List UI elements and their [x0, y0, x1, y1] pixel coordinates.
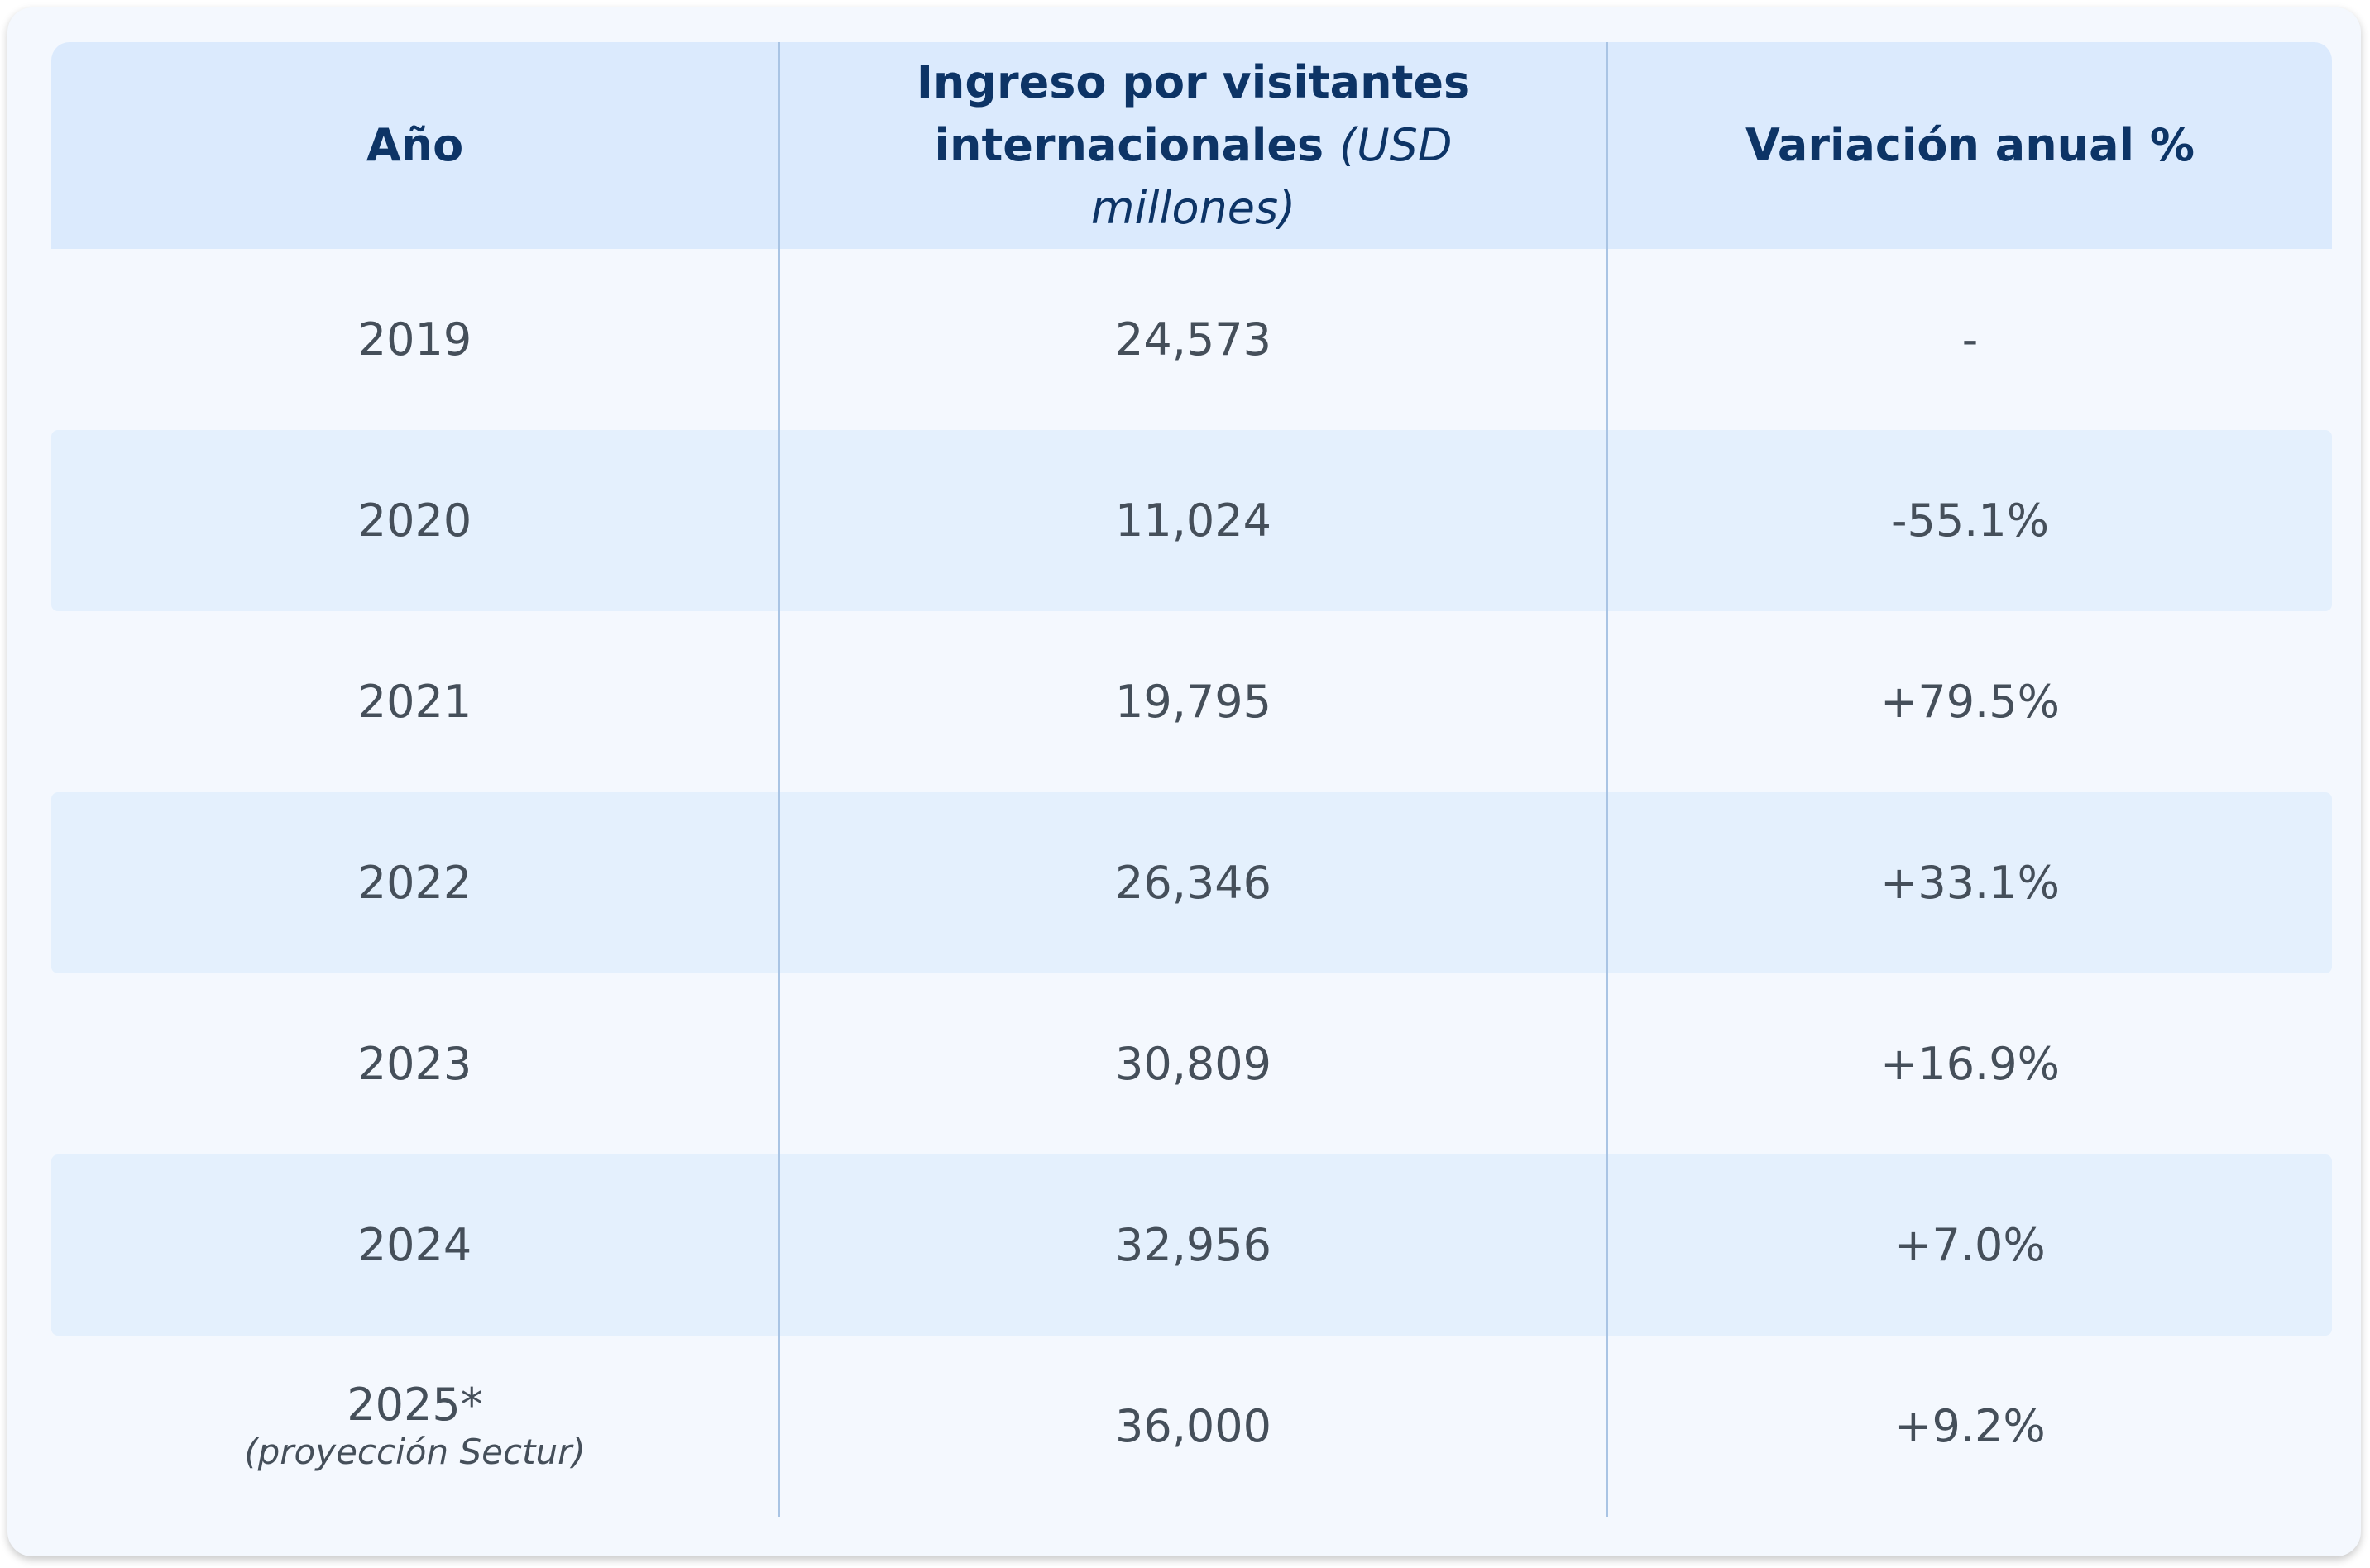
table-row: 2025* (proyección Sectur) 36,000 +9.2%	[51, 1336, 2332, 1517]
cell-text: 30,809	[1115, 1038, 1271, 1090]
table-row: 2019 24,573 -	[51, 249, 2332, 430]
cell-text: 11,024	[1115, 495, 1271, 547]
header-text: Ingreso por visitantes internacionales	[916, 56, 1471, 171]
cell-text: 36,000	[1115, 1400, 1271, 1452]
year: 2024	[357, 1219, 472, 1271]
cell-text: 24,573	[1115, 313, 1271, 366]
table-cell: +9.2%	[1608, 1336, 2332, 1517]
cell-text: -55.1%	[1890, 495, 2050, 547]
table-cell: 26,346	[778, 792, 1608, 973]
header-text: Año	[366, 119, 464, 171]
table-cell: 24,573	[778, 249, 1608, 430]
cell-text: +79.5%	[1880, 676, 2060, 728]
table-cell: 11,024	[778, 430, 1608, 611]
year-note: (proyección Sectur)	[244, 1432, 586, 1472]
table-cell: +79.5%	[1608, 611, 2332, 792]
header-row: Año Ingreso por visitantes internacional…	[51, 42, 2332, 249]
cell-text: +7.0%	[1894, 1219, 2046, 1271]
header-text: Variación anual %	[1745, 119, 2195, 171]
year: 2021	[357, 676, 472, 728]
table-cell: +16.9%	[1608, 973, 2332, 1154]
table-cell: 30,809	[778, 973, 1608, 1154]
table-cell: -55.1%	[1608, 430, 2332, 611]
cell-text: +9.2%	[1894, 1400, 2046, 1452]
table-cell: 36,000	[778, 1336, 1608, 1517]
cell-text: 26,346	[1115, 857, 1271, 909]
cell-text: -	[1961, 313, 1979, 366]
header-cell: Año	[51, 42, 778, 249]
table-cell: 2020	[51, 430, 778, 611]
table-cell: 2025* (proyección Sectur)	[51, 1336, 778, 1517]
table-row: 2020 11,024 -55.1%	[51, 430, 2332, 611]
year: 2022	[357, 857, 472, 909]
table-cell: 2023	[51, 973, 778, 1154]
cell-text: +16.9%	[1880, 1038, 2060, 1090]
table-cell: 32,956	[778, 1154, 1608, 1336]
table-row: 2021 19,795 +79.5%	[51, 611, 2332, 792]
cell-text: +33.1%	[1880, 857, 2060, 909]
table-cell: +33.1%	[1608, 792, 2332, 973]
table-cell: 2021	[51, 611, 778, 792]
table-row: 2022 26,346 +33.1%	[51, 792, 2332, 973]
year: 2025*	[347, 1379, 483, 1431]
header-cell: Ingreso por visitantes internacionales (…	[778, 42, 1608, 249]
year: 2019	[357, 313, 472, 366]
table-cell: 2024	[51, 1154, 778, 1336]
header-cell: Variación anual %	[1608, 42, 2332, 249]
table-cell: +7.0%	[1608, 1154, 2332, 1336]
table-cell: 2019	[51, 249, 778, 430]
header-note: (USD millones)	[1090, 119, 1453, 234]
table-cell: -	[1608, 249, 2332, 430]
header-text-wrap: Ingreso por visitantes internacionales (…	[830, 51, 1557, 240]
table-cell: 19,795	[778, 611, 1608, 792]
cell-text: 32,956	[1115, 1219, 1271, 1271]
table-cell: 2022	[51, 792, 778, 973]
year: 2023	[357, 1038, 472, 1090]
table-card: Año Ingreso por visitantes internacional…	[7, 7, 2361, 1556]
table: Año Ingreso por visitantes internacional…	[51, 42, 2332, 1517]
table-row: 2024 32,956 +7.0%	[51, 1154, 2332, 1336]
cell-text: 19,795	[1115, 676, 1271, 728]
year: 2020	[357, 495, 472, 547]
table-row: 2023 30,809 +16.9%	[51, 973, 2332, 1154]
